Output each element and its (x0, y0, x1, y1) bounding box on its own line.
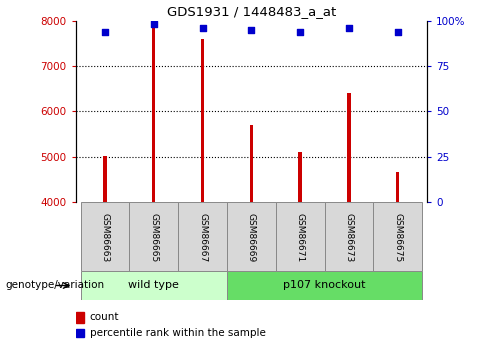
Bar (299, 152, 302, 202)
Text: p107 knockout: p107 knockout (283, 280, 366, 290)
Bar (373, 202, 422, 271)
Text: GSM86665: GSM86665 (149, 213, 158, 262)
Bar (325, 202, 373, 271)
Point (199, 25, 206, 31)
Point (150, 22, 158, 27)
Text: GSM86663: GSM86663 (101, 213, 109, 262)
Bar (81, 202, 129, 271)
Text: GSM86671: GSM86671 (296, 213, 305, 262)
Text: genotype/variation: genotype/variation (5, 280, 104, 290)
Bar (201, 39, 204, 202)
Bar (152, 26, 155, 202)
Text: GSM86669: GSM86669 (247, 213, 256, 262)
Title: GDS1931 / 1448483_a_at: GDS1931 / 1448483_a_at (167, 5, 336, 18)
Bar (103, 156, 106, 202)
Bar (129, 202, 178, 271)
Bar (396, 172, 400, 202)
Bar (227, 271, 422, 300)
Text: GSM86673: GSM86673 (345, 213, 353, 262)
Text: count: count (90, 313, 119, 322)
Bar (347, 93, 351, 202)
Bar (250, 125, 253, 202)
Point (345, 25, 353, 31)
Point (394, 29, 402, 34)
Point (296, 29, 304, 34)
Bar (276, 202, 325, 271)
Bar (76, 329, 84, 337)
Bar (227, 202, 276, 271)
Text: percentile rank within the sample: percentile rank within the sample (90, 328, 265, 338)
Bar (76, 312, 84, 323)
Point (101, 29, 109, 34)
Text: GSM86667: GSM86667 (198, 213, 207, 262)
Text: GSM86675: GSM86675 (393, 213, 402, 262)
Bar (81, 271, 227, 300)
Text: wild type: wild type (128, 280, 179, 290)
Point (247, 27, 255, 32)
Bar (178, 202, 227, 271)
